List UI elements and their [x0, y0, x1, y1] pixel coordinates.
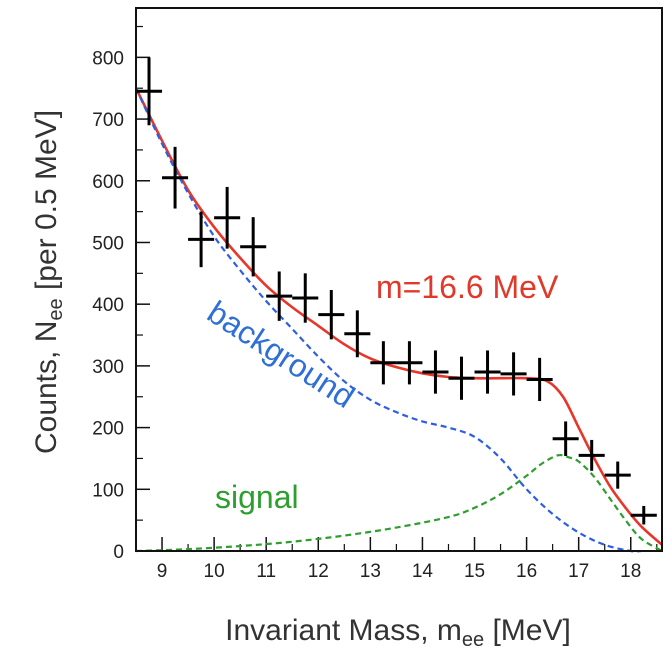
data-point: [370, 341, 397, 385]
data-point: [396, 341, 423, 385]
annotation-mass: m=16.6 MeV: [376, 269, 559, 305]
plot-frame: [135, 7, 663, 552]
x-tick-label: 13: [360, 561, 381, 582]
y-tick-label: 400: [92, 295, 124, 316]
x-tick-label: 17: [568, 561, 589, 582]
data-point: [604, 461, 631, 489]
x-tick-labels: 9 10 11 12 13 14 15 16 17 18: [157, 561, 642, 582]
y-axis-title: Counts, Nee [per 0.5 MeV]: [30, 110, 67, 454]
y-tick-label: 100: [92, 480, 124, 501]
x-tick-label: 11: [256, 561, 276, 582]
y-tick-labels: 0 100 200 300 400 500 600 700 800: [92, 48, 124, 563]
y-tick-label: 500: [92, 233, 124, 254]
data-point: [214, 186, 241, 249]
data-point: [526, 357, 553, 402]
y-tick-label: 200: [92, 419, 124, 440]
data-point: [552, 421, 579, 456]
data-point: [188, 211, 215, 268]
x-tick-label: 14: [412, 561, 434, 582]
x-tick-label: 18: [620, 561, 641, 582]
data-point: [318, 289, 345, 340]
annotation-signal: signal: [215, 479, 299, 515]
x-tick-label: 15: [464, 561, 485, 582]
y-axis-title-sub: ee: [45, 298, 67, 320]
x-tick-label: 10: [204, 561, 225, 582]
data-point: [422, 350, 449, 394]
x-axis-title-unit: [MeV]: [484, 614, 571, 647]
x-tick-label: 12: [308, 561, 329, 582]
y-tick-label: 300: [92, 357, 124, 378]
data-point: [266, 271, 293, 321]
data-point: [162, 146, 189, 209]
series-line-signal: [135, 453, 663, 553]
annotation-background: background: [201, 294, 361, 415]
data-point: [500, 352, 527, 396]
x-axis-title-sub: ee: [462, 629, 484, 651]
data-point: [630, 505, 657, 525]
data-point: [240, 217, 267, 277]
y-tick-label: 700: [92, 110, 124, 131]
y-tick-label: 600: [92, 172, 124, 193]
data-point: [292, 273, 319, 323]
data-point: [578, 439, 605, 471]
data-point: [448, 356, 475, 400]
y-axis-title-unit: [per 0.5 MeV]: [30, 110, 63, 298]
x-tick-label: 9: [157, 561, 168, 582]
data-points: [136, 57, 657, 525]
x-tick-label: 16: [516, 561, 537, 582]
y-tick-label: 0: [113, 542, 124, 563]
x-axis-title-main: Invariant Mass, m: [225, 614, 462, 647]
data-point: [344, 310, 371, 358]
series-line-background: [135, 87, 642, 553]
data-point: [136, 57, 163, 126]
x-axis-title: Invariant Mass, mee [MeV]: [225, 614, 571, 651]
y-tick-label: 800: [92, 48, 124, 69]
y-axis-title-main: Counts, N: [30, 321, 63, 454]
data-point: [474, 350, 501, 394]
